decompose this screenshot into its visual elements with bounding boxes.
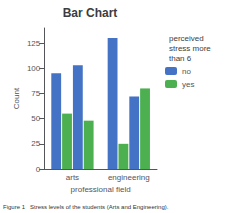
svg-text:0: 0 bbox=[36, 165, 41, 174]
svg-text:Count: Count bbox=[12, 87, 21, 109]
svg-text:50: 50 bbox=[31, 114, 40, 123]
svg-text:125: 125 bbox=[27, 39, 41, 48]
svg-text:no: no bbox=[182, 67, 191, 76]
svg-text:Bar Chart: Bar Chart bbox=[63, 6, 118, 20]
svg-text:25: 25 bbox=[31, 139, 40, 148]
svg-text:arts: arts bbox=[66, 173, 79, 182]
svg-text:professional field: professional field bbox=[71, 185, 131, 194]
svg-text:75: 75 bbox=[31, 89, 40, 98]
svg-text:yes: yes bbox=[182, 80, 194, 89]
svg-text:perceived: perceived bbox=[169, 34, 204, 43]
svg-text:100: 100 bbox=[27, 64, 41, 73]
svg-text:than 6: than 6 bbox=[169, 54, 192, 63]
svg-text:Figure 1 Stress levels of th: Figure 1 Stress levels of the students (… bbox=[3, 204, 169, 210]
svg-text:stress more: stress more bbox=[169, 44, 211, 53]
svg-text:engineering: engineering bbox=[108, 173, 150, 182]
